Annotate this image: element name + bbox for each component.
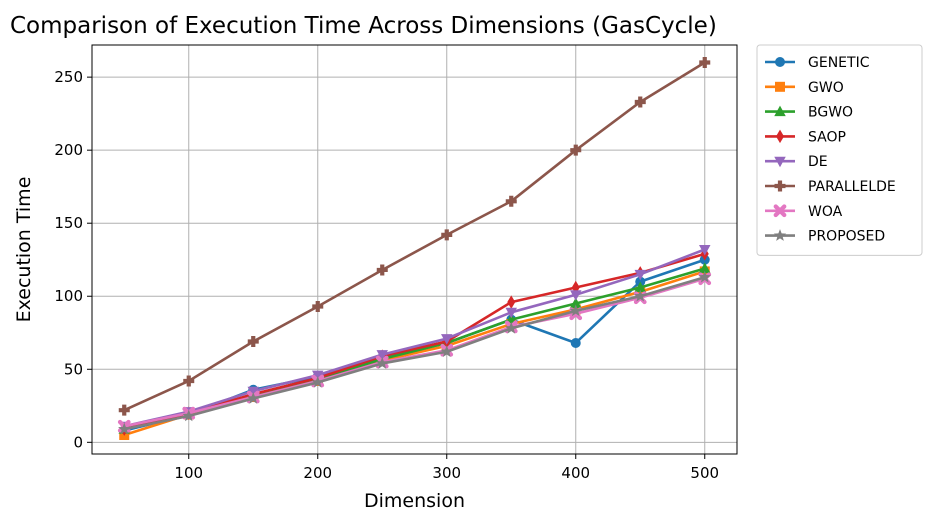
x-tick-label: 300 (432, 464, 461, 482)
legend-marker-gwo (775, 81, 785, 92)
series-line-saop (123, 252, 706, 431)
data-point-proposed (247, 391, 260, 404)
legend-label: PROPOSED (808, 229, 885, 245)
x-tick-label: 400 (561, 464, 590, 482)
data-point-parallelde (312, 300, 324, 312)
series-line-parallelde (123, 61, 706, 412)
data-point-proposed (376, 356, 389, 369)
series-line-woa (123, 277, 706, 428)
legend-label: SAOP (808, 129, 846, 145)
legend-label: BGWO (808, 105, 853, 121)
data-point-parallelde (570, 144, 582, 156)
legend-item-saop: SAOP (765, 129, 846, 145)
legend-marker-de (774, 156, 786, 168)
legend-label: GENETIC (808, 55, 870, 71)
data-point-proposed (118, 422, 131, 435)
series-line-de (123, 248, 706, 428)
y-axis-label: Execution Time (13, 177, 35, 323)
data-point-parallelde (247, 336, 259, 348)
y-tick-label: 0 (73, 433, 83, 451)
data-point-proposed (182, 409, 195, 422)
legend-label: WOA (808, 204, 843, 220)
y-tick-label: 200 (54, 141, 83, 159)
legend-label: DE (808, 154, 828, 170)
series-proposed (118, 270, 711, 435)
data-point-bgwo (634, 281, 646, 292)
legend-marker-saop (776, 129, 784, 144)
series-de (118, 245, 711, 433)
y-tick-label: 250 (54, 68, 83, 86)
data-point-proposed (440, 345, 453, 358)
data-point-parallelde (634, 96, 646, 108)
data-point-de (441, 334, 453, 345)
data-point-de (570, 290, 582, 301)
data-point-de (376, 350, 388, 361)
x-axis-label: Dimension (364, 490, 465, 512)
data-point-proposed (311, 375, 324, 388)
data-point-parallelde (699, 57, 711, 69)
data-point-de (247, 386, 259, 398)
legend-label: GWO (808, 80, 844, 96)
series-layer (117, 57, 712, 441)
data-point-proposed (698, 270, 711, 283)
data-point-de (505, 307, 517, 319)
data-point-de (634, 269, 646, 281)
y-tick-label: 50 (64, 360, 83, 378)
legend-marker-parallelde (774, 180, 786, 192)
data-point-parallelde (505, 195, 517, 207)
legend-item-bgwo: BGWO (765, 105, 853, 121)
plot-frame (91, 44, 738, 455)
data-point-parallelde (183, 375, 195, 387)
y-tick-label: 100 (54, 287, 83, 305)
y-tick-label: 150 (54, 214, 83, 232)
legend-marker-genetic (775, 57, 785, 67)
data-point-proposed (505, 321, 518, 334)
legend-label: PARALLELDE (808, 179, 896, 195)
ticks: 100 200 300 400 500 0 50 100 150 200 250 (54, 68, 719, 482)
data-point-proposed (569, 304, 582, 317)
chart-title: Comparison of Execution Time Across Dime… (10, 13, 717, 39)
x-tick-label: 200 (303, 464, 332, 482)
legend-marker-proposed (773, 229, 787, 241)
data-point-bgwo (699, 262, 711, 273)
data-point-bgwo (570, 297, 582, 309)
x-tick-label: 100 (174, 464, 203, 482)
x-tick-label: 500 (690, 464, 719, 482)
legend-item-parallelde: PARALLELDE (765, 179, 896, 195)
legend: GENETIC GWO BGWO SAOP DE PARALLELDE WOA PROPOSE… (756, 44, 923, 256)
data-point-proposed (634, 289, 647, 302)
data-point-genetic (570, 337, 581, 348)
legend-item-genetic: GENETIC (765, 55, 870, 71)
series-parallelde (118, 57, 711, 416)
legend-item-woa: WOA (765, 204, 843, 220)
legend-marker-bgwo (774, 105, 786, 117)
legend-item-gwo: GWO (765, 80, 844, 96)
data-point-parallelde (376, 264, 388, 276)
legend-marker-woa (773, 204, 787, 218)
data-point-parallelde (441, 229, 453, 241)
legend-item-proposed: PROPOSED (765, 229, 885, 245)
data-point-de (312, 370, 324, 382)
data-point-parallelde (118, 404, 130, 416)
data-point-de (699, 245, 711, 256)
legend-item-de: DE (765, 154, 828, 170)
data-point-saop (507, 295, 516, 309)
legend-box (756, 44, 923, 256)
series-line-proposed (123, 276, 706, 431)
